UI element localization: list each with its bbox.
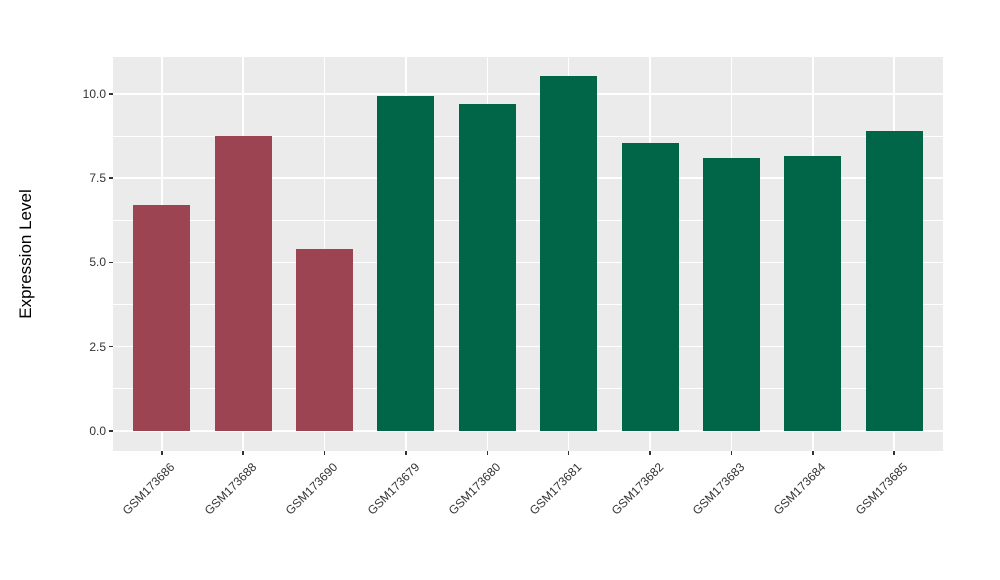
bar-GSM173684 bbox=[784, 156, 842, 431]
y-tick-label: 10.0 bbox=[82, 87, 106, 102]
y-tick-label: 2.5 bbox=[89, 339, 106, 354]
y-minor-gridline bbox=[113, 388, 943, 390]
bar-GSM173681 bbox=[540, 75, 598, 431]
y-major-gridline bbox=[113, 261, 943, 264]
y-minor-gridline bbox=[113, 304, 943, 305]
x-tick-label: GSM173681 bbox=[527, 460, 585, 518]
x-tick-mark bbox=[486, 451, 489, 455]
x-tick-mark bbox=[730, 451, 733, 455]
y-minor-gridline bbox=[113, 135, 943, 137]
x-tick-mark bbox=[161, 451, 163, 455]
x-tick-mark bbox=[567, 451, 570, 455]
y-major-gridline bbox=[113, 430, 943, 432]
y-tick-label: 5.0 bbox=[89, 255, 106, 270]
y-major-gridline bbox=[113, 177, 943, 179]
x-tick-label: GSM173684 bbox=[771, 460, 829, 518]
x-tick-mark bbox=[242, 451, 244, 455]
y-major-gridline bbox=[113, 93, 943, 95]
bar-GSM173685 bbox=[865, 131, 923, 431]
x-tick-label: GSM173688 bbox=[201, 460, 260, 518]
x-tick-label: GSM173679 bbox=[364, 460, 422, 518]
y-tick-mark bbox=[109, 345, 113, 348]
bar-GSM173679 bbox=[377, 95, 435, 431]
y-tick-label: 0.0 bbox=[89, 423, 106, 438]
bar-GSM173690 bbox=[296, 248, 354, 431]
x-tick-label: GSM173680 bbox=[445, 460, 504, 518]
x-tick-label: GSM173686 bbox=[120, 460, 178, 518]
y-axis-title: Expression Level bbox=[16, 189, 35, 319]
bar-GSM173680 bbox=[458, 104, 516, 431]
bar-GSM173683 bbox=[702, 158, 760, 431]
y-major-gridline bbox=[113, 345, 943, 348]
x-tick-label: GSM173682 bbox=[608, 460, 666, 518]
y-minor-gridline bbox=[113, 219, 943, 221]
x-tick-mark bbox=[812, 451, 814, 455]
y-tick-mark bbox=[109, 177, 113, 179]
x-tick-mark bbox=[649, 451, 651, 455]
bar-GSM173682 bbox=[621, 142, 679, 431]
bar-GSM173688 bbox=[214, 136, 272, 431]
y-tick-mark bbox=[109, 430, 113, 432]
bar-GSM173686 bbox=[133, 205, 191, 431]
x-tick-mark bbox=[893, 451, 895, 455]
x-tick-label: GSM173690 bbox=[282, 460, 341, 518]
x-tick-mark bbox=[323, 451, 326, 455]
y-tick-mark bbox=[109, 261, 113, 264]
y-tick-mark bbox=[109, 93, 113, 95]
y-tick-label: 7.5 bbox=[89, 171, 106, 186]
x-tick-mark bbox=[405, 451, 407, 455]
x-tick-label: GSM173685 bbox=[852, 460, 911, 518]
x-tick-label: GSM173683 bbox=[689, 460, 748, 518]
plot-panel bbox=[113, 57, 943, 451]
